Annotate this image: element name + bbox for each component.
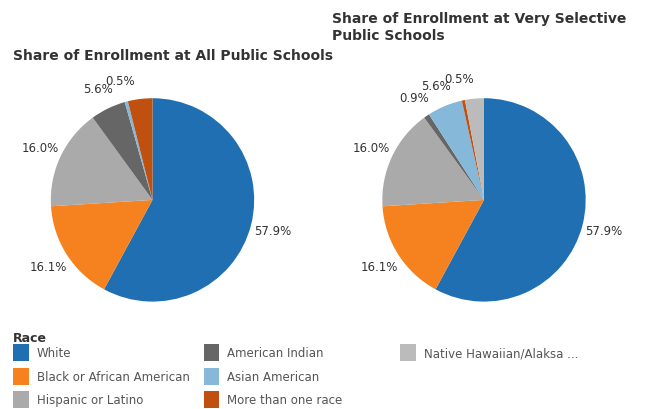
Text: 16.1%: 16.1% — [29, 261, 67, 274]
Wedge shape — [462, 101, 484, 200]
Text: Race: Race — [13, 331, 47, 344]
FancyBboxPatch shape — [400, 344, 416, 362]
Text: More than one race: More than one race — [227, 393, 342, 406]
Text: American Indian: American Indian — [227, 346, 324, 360]
Text: 0.9%: 0.9% — [399, 92, 429, 105]
Wedge shape — [51, 118, 152, 207]
Text: 16.1%: 16.1% — [361, 261, 398, 274]
FancyBboxPatch shape — [13, 391, 29, 408]
Text: Asian American: Asian American — [227, 370, 320, 383]
Text: 0.5%: 0.5% — [444, 73, 473, 86]
Wedge shape — [383, 118, 484, 207]
Wedge shape — [93, 103, 152, 200]
FancyBboxPatch shape — [204, 368, 219, 385]
Wedge shape — [436, 99, 585, 302]
Text: 0.5%: 0.5% — [105, 74, 135, 88]
Wedge shape — [424, 115, 484, 200]
Wedge shape — [429, 101, 484, 200]
Wedge shape — [128, 99, 152, 200]
Wedge shape — [125, 102, 152, 200]
Text: 57.9%: 57.9% — [585, 224, 623, 237]
Wedge shape — [383, 200, 484, 290]
Text: 5.6%: 5.6% — [84, 83, 113, 96]
Wedge shape — [51, 200, 152, 290]
Text: Share of Enrollment at Very Selective
Public Schools: Share of Enrollment at Very Selective Pu… — [332, 12, 626, 43]
Text: 57.9%: 57.9% — [254, 224, 291, 237]
Text: 16.0%: 16.0% — [22, 141, 59, 154]
Wedge shape — [104, 99, 254, 302]
Text: White: White — [37, 346, 72, 360]
Text: Hispanic or Latino: Hispanic or Latino — [37, 393, 143, 406]
FancyBboxPatch shape — [13, 344, 29, 362]
Text: Native Hawaiian/Alaksa ...: Native Hawaiian/Alaksa ... — [424, 346, 578, 360]
Wedge shape — [465, 99, 484, 200]
Text: Black or African American: Black or African American — [37, 370, 190, 383]
FancyBboxPatch shape — [204, 344, 219, 362]
FancyBboxPatch shape — [13, 368, 29, 385]
Text: 16.0%: 16.0% — [353, 141, 391, 154]
Text: 5.6%: 5.6% — [421, 80, 451, 93]
FancyBboxPatch shape — [204, 391, 219, 408]
Text: Share of Enrollment at All Public Schools: Share of Enrollment at All Public School… — [13, 49, 333, 63]
